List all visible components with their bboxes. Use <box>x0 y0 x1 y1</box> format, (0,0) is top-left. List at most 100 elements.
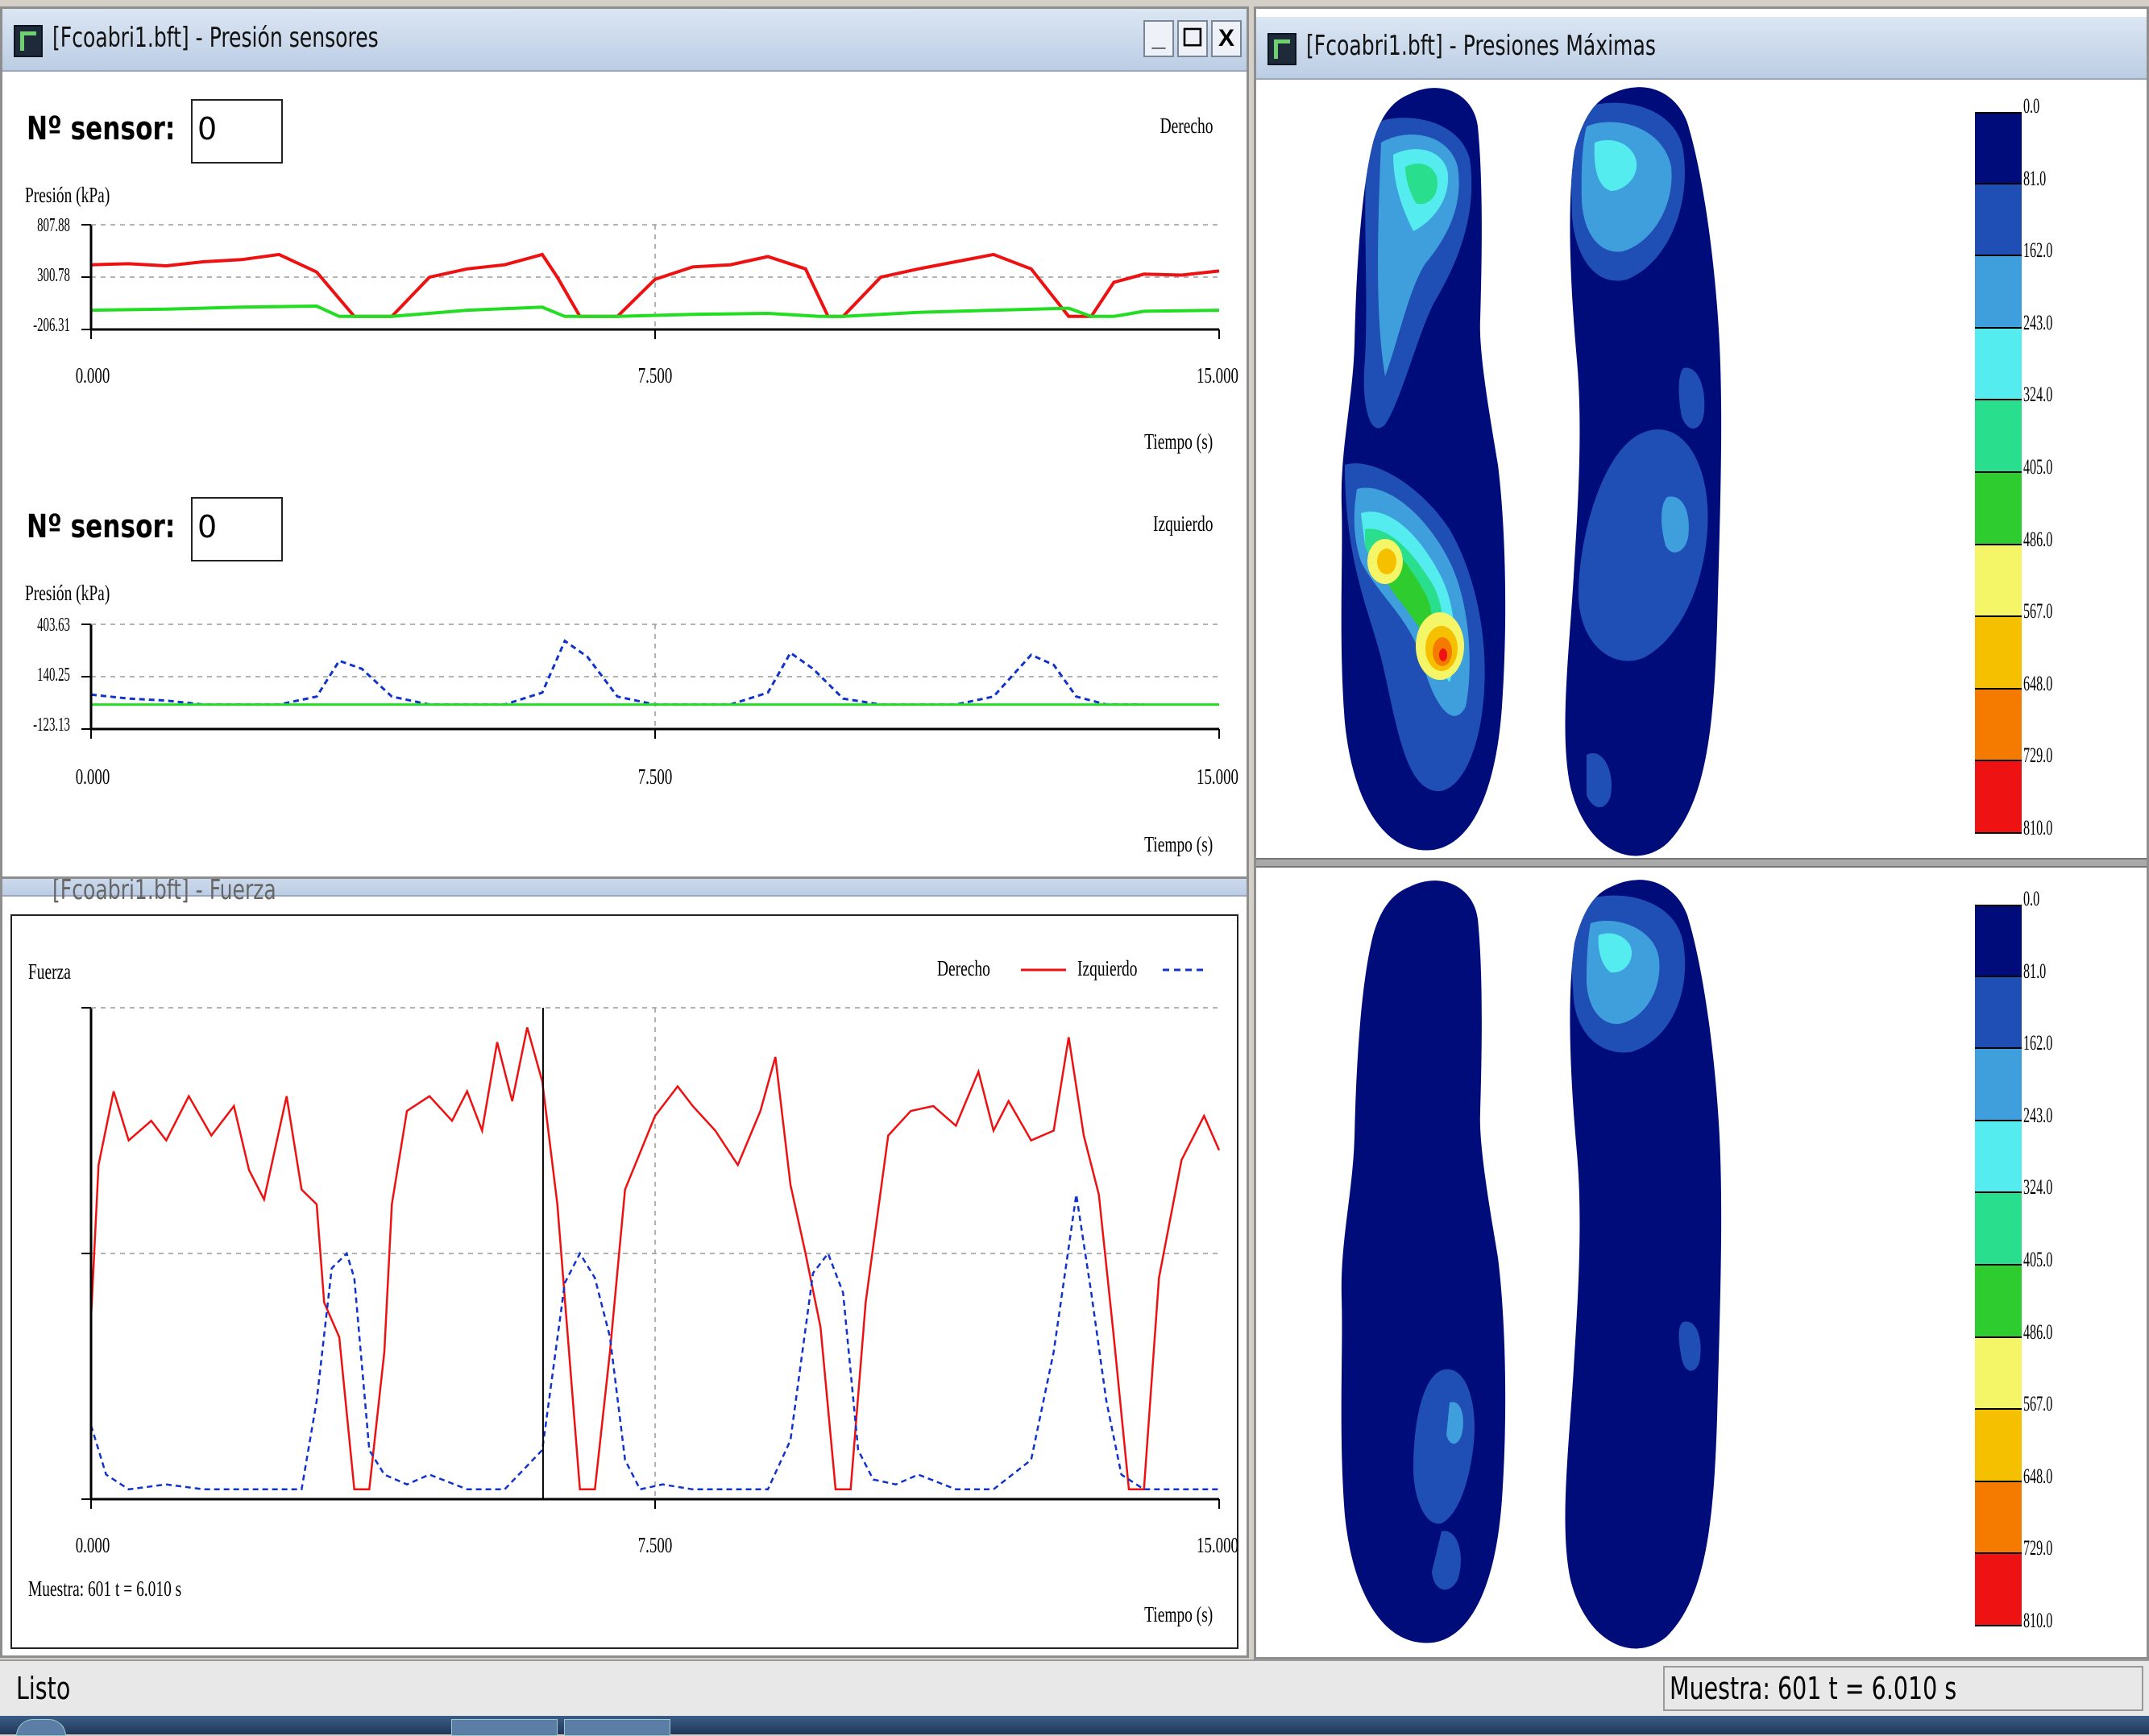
ytick-left-bottom: -123.13 <box>33 715 70 735</box>
scale-swatch <box>1975 1193 2022 1266</box>
sensor-input-left[interactable]: 0 <box>191 497 283 561</box>
xtick-left-0: 0.000 <box>75 764 110 789</box>
scale-label: 81.0 <box>2023 166 2047 190</box>
scale-label: 567.0 <box>2023 599 2053 624</box>
scale-swatch <box>1975 976 2022 1050</box>
sensor-input-right[interactable]: 0 <box>191 99 283 164</box>
scale-swatch <box>1975 689 2022 762</box>
scale-label: 162.0 <box>2023 238 2053 263</box>
close-button[interactable]: X <box>1211 20 1242 57</box>
scale-label: 648.0 <box>2023 1464 2053 1488</box>
scale-swatch <box>1975 1266 2022 1338</box>
force-titlebar[interactable]: [Fcoabri1.bft] - Fuerza <box>2 879 1247 906</box>
status-bar: Listo Muestra: 601 t = 6.010 s <box>0 1659 2149 1717</box>
xtick-left-1: 7.500 <box>637 764 673 789</box>
status-sample-readout: Muestra: 601 t = 6.010 s <box>1670 1671 1957 1706</box>
foot-pressure-map-bottom <box>1341 880 1722 1649</box>
pressure-sensors-titlebar[interactable]: [Fcoabri1.bft] - Presión sensores _ ☐ X <box>2 9 1247 72</box>
scale-label: 0.0 <box>2023 94 2040 118</box>
series-line-derecho <box>89 1027 1221 1491</box>
scale-label: 810.0 <box>2023 1609 2053 1632</box>
scale-label: 324.0 <box>2023 383 2053 407</box>
maximize-button[interactable]: ☐ <box>1177 20 1208 57</box>
scale-label: 0.0 <box>2023 887 2040 910</box>
xtick-right-0: 0.000 <box>75 363 110 387</box>
scale-swatch <box>1975 400 2022 473</box>
scale-swatch <box>1975 1337 2022 1411</box>
force-xtick-2: 15.000 <box>1197 1533 1238 1557</box>
pressure-color-scale-bottom <box>1975 905 2022 1626</box>
series-line-izquierdo <box>89 1194 1219 1491</box>
scale-label: 729.0 <box>2023 1536 2053 1560</box>
ytick-right-mid: 300.78 <box>37 265 70 286</box>
xtick-right-1: 7.500 <box>637 363 673 387</box>
scale-swatch <box>1975 328 2022 401</box>
sensor-label-right: Nº sensor: <box>27 110 176 147</box>
scale-swatch <box>1975 1481 2022 1555</box>
scale-label: 243.0 <box>2023 1103 2053 1127</box>
ytick-left-mid: 140.25 <box>37 665 70 686</box>
scale-label: 486.0 <box>2023 1320 2053 1344</box>
scale-label: 405.0 <box>2023 1248 2053 1271</box>
max-pressure-titlebar[interactable]: [Fcoabri1.bft] - Presiones Máximas <box>1256 17 2147 80</box>
scale-swatch <box>1975 184 2022 257</box>
app-icon <box>14 25 43 57</box>
legend-derecho-swatch <box>1021 968 1066 972</box>
xlabel-right: Tiempo (s) <box>1143 429 1213 454</box>
series-line-series-0 <box>90 639 1144 706</box>
scale-label: 81.0 <box>2023 959 2047 983</box>
scale-label: 567.0 <box>2023 1392 2053 1416</box>
taskbar <box>0 1716 2149 1736</box>
scale-swatch <box>1975 545 2022 618</box>
side-label-right: Derecho <box>1160 114 1213 138</box>
scale-swatch <box>1975 1554 2022 1626</box>
max-pressure-window: [Fcoabri1.bft] - Presiones Máximas <box>1254 6 2149 1659</box>
ytick-left-top: 403.63 <box>37 615 70 636</box>
legend-izquierdo: Izquierdo <box>1077 956 1138 980</box>
side-label-left: Izquierdo <box>1152 512 1213 536</box>
taskbar-button[interactable] <box>451 1719 558 1736</box>
scale-swatch <box>1975 112 2022 184</box>
minimize-button[interactable]: _ <box>1143 20 1174 57</box>
status-text: Listo <box>16 1671 71 1706</box>
window-title: [Fcoabri1.bft] - Presión sensores <box>52 22 379 54</box>
force-xtick-1: 7.500 <box>637 1533 673 1557</box>
scale-label: 729.0 <box>2023 744 2053 768</box>
legend-derecho: Derecho <box>937 956 990 980</box>
force-window-title: [Fcoabri1.bft] - Fuerza <box>52 876 276 906</box>
force-window: [Fcoabri1.bft] - Fuerza Fuerza Derecho I… <box>0 876 1249 1658</box>
xtick-right-2: 15.000 <box>1197 363 1238 387</box>
scale-swatch <box>1975 1410 2022 1482</box>
max-pressure-title: [Fcoabri1.bft] - Presiones Máximas <box>1306 30 1656 62</box>
xtick-left-2: 15.000 <box>1197 764 1238 789</box>
pressure-sensors-window: [Fcoabri1.bft] - Presión sensores _ ☐ X … <box>0 6 1249 883</box>
series-line-series-1 <box>90 304 1220 318</box>
scale-swatch <box>1975 1121 2022 1194</box>
scale-label: 486.0 <box>2023 527 2053 551</box>
scale-swatch <box>1975 761 2022 834</box>
chart-right-pressure <box>81 224 1220 339</box>
scale-label: 324.0 <box>2023 1175 2053 1199</box>
ylabel-right: Presión (kPa) <box>25 183 110 207</box>
scale-swatch <box>1975 256 2022 329</box>
force-xtick-0: 0.000 <box>75 1533 110 1557</box>
force-xlabel: Tiempo (s) <box>1143 1602 1213 1626</box>
scale-label: 243.0 <box>2023 310 2053 334</box>
scale-label: 405.0 <box>2023 455 2053 479</box>
scale-label: 162.0 <box>2023 1031 2053 1055</box>
chart-left-pressure <box>81 624 1220 739</box>
scale-swatch <box>1975 1049 2022 1121</box>
scale-swatch <box>1975 617 2022 690</box>
sample-readout: Muestra: 601 t = 6.010 s <box>28 1576 182 1601</box>
legend-izquierdo-swatch <box>1163 968 1203 972</box>
force-ylabel: Fuerza <box>28 959 71 984</box>
ytick-right-top: 807.88 <box>37 215 70 236</box>
scale-label: 648.0 <box>2023 671 2053 695</box>
taskbar-button[interactable] <box>564 1719 670 1736</box>
ytick-right-bottom: -206.31 <box>33 315 70 336</box>
start-orb[interactable] <box>16 1719 66 1736</box>
foot-pressure-map-top <box>1341 87 1722 856</box>
sensor-label-left: Nº sensor: <box>27 508 176 545</box>
scale-swatch <box>1975 905 2022 977</box>
xlabel-left: Tiempo (s) <box>1143 832 1213 856</box>
